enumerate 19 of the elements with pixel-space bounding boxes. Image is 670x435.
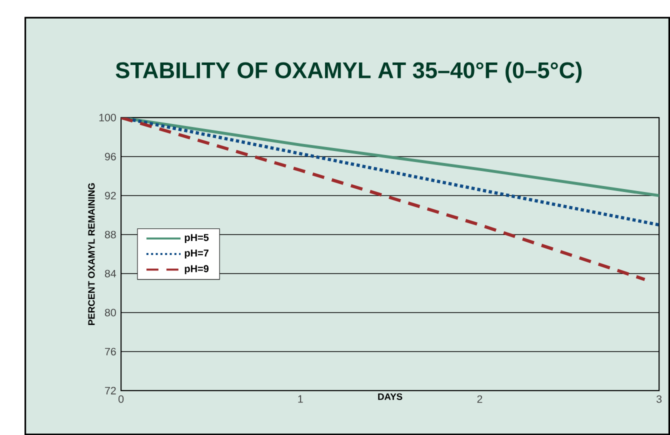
y-tick-label: 72 [105, 386, 116, 394]
x-tick-label: 0 [118, 395, 124, 403]
y-tick-label: 76 [105, 348, 116, 356]
legend-label: pH=9 [184, 265, 209, 274]
y-tick-label: 92 [105, 192, 116, 200]
x-tick-label: 3 [656, 395, 662, 403]
line-series [121, 117, 646, 281]
y-tick-label: 80 [104, 308, 116, 316]
chart-title: STABILITY OF OXAMYL AT 35–40°F (0–5°C) [116, 62, 582, 83]
y-tick-label: 88 [104, 230, 116, 238]
x-tick-label: 1 [298, 395, 303, 402]
y-tick-label: 100 [99, 114, 116, 122]
legend-label: pH=7 [184, 249, 208, 258]
legend-label: pH=5 [184, 234, 209, 243]
y-axis-title: PERCENT OXAMYL REMAINING [88, 183, 95, 325]
y-tick-label: 96 [105, 152, 116, 160]
x-tick-label: 2 [477, 395, 482, 403]
x-axis-title: DAYS [378, 393, 402, 400]
y-tick-label: 84 [104, 270, 116, 278]
